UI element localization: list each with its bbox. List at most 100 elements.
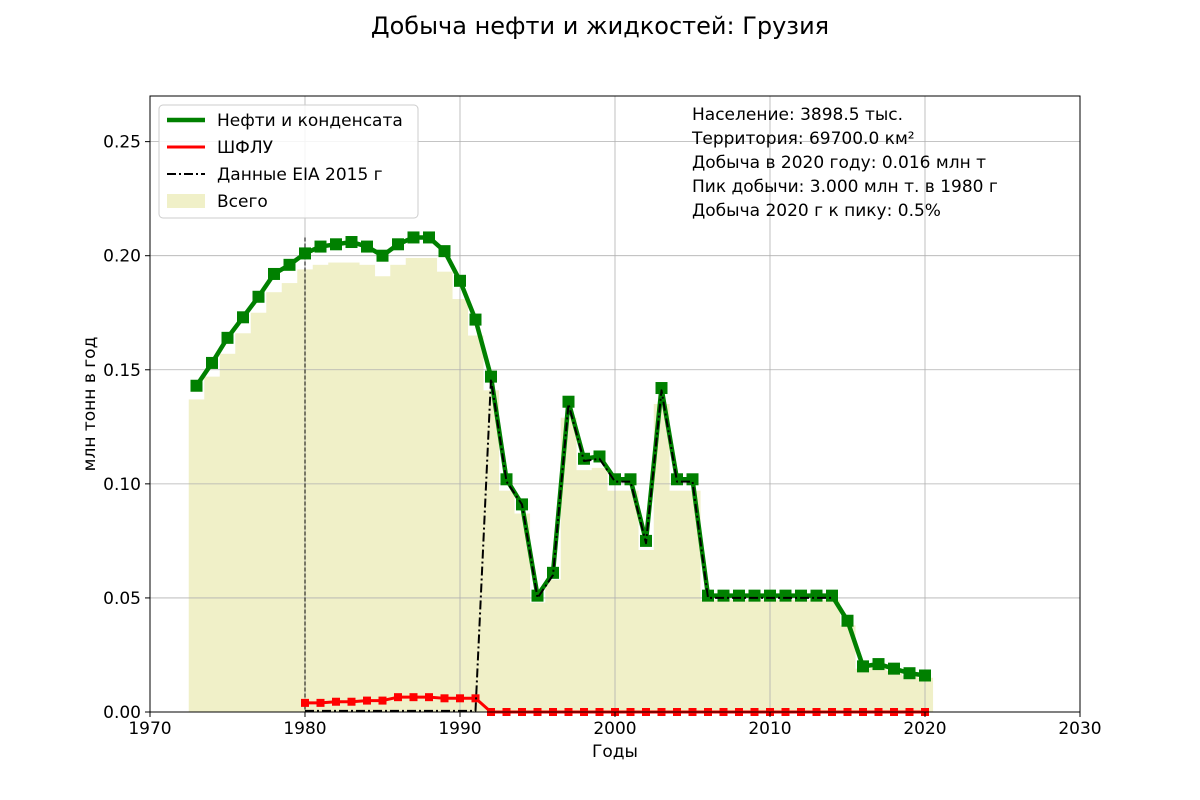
total-area-bar xyxy=(653,404,670,712)
chart-title: Добыча нефти и жидкостей: Грузия xyxy=(370,12,830,40)
total-area-bar xyxy=(436,271,453,712)
oil-condensate-point xyxy=(283,258,296,271)
info-line: Территория: 69700.0 км² xyxy=(691,129,915,149)
total-area-bar xyxy=(870,666,887,712)
total-area-bar xyxy=(514,513,531,712)
y-tick-label: 0.05 xyxy=(103,589,141,609)
legend-box xyxy=(158,104,419,219)
info-box: Население: 3898.5 тыс. Территория: 69700.… xyxy=(691,105,998,221)
total-area-bar xyxy=(204,376,221,712)
total-area-layer xyxy=(188,257,934,712)
oil-condensate-point xyxy=(578,452,590,465)
total-area-bar xyxy=(219,353,236,712)
oil-condensate-point xyxy=(376,249,389,262)
oil-condensate-series-legend-label: Нефти и конденсата xyxy=(217,111,403,131)
oil-condensate-point xyxy=(438,245,451,258)
oil-condensate-point xyxy=(671,473,683,486)
y-tick-label: 0.15 xyxy=(103,361,141,381)
oil-condensate-point xyxy=(454,274,466,287)
x-tick-label: 2000 xyxy=(593,719,636,739)
oil-condensate-point xyxy=(857,660,869,673)
total-area-bar xyxy=(250,312,267,712)
oil-condensate-point xyxy=(314,240,327,253)
oil-condensate-point xyxy=(407,231,420,244)
total-area-bar xyxy=(638,550,655,712)
ngl-series-legend-label: ШФЛУ xyxy=(217,138,274,158)
info-line: Добыча в 2020 году: 0.016 млн т xyxy=(692,153,986,173)
ngl-point xyxy=(378,696,387,705)
total-area-bar xyxy=(839,625,856,712)
total-area-bar xyxy=(808,600,825,712)
x-tick-label: 2010 xyxy=(748,719,791,739)
total-area-bar xyxy=(700,600,717,712)
total-area-bar xyxy=(622,490,639,712)
total-area-bar xyxy=(359,264,376,712)
oil-condensate-point xyxy=(392,238,404,251)
oil-condensate-point xyxy=(919,669,931,682)
total-area-bar xyxy=(281,283,298,712)
ngl-point xyxy=(347,697,356,706)
total-area-bar xyxy=(405,257,422,712)
x-tick-label: 1980 xyxy=(283,719,326,739)
total-area-bar xyxy=(467,335,484,712)
x-tick-label: 2030 xyxy=(1058,719,1101,739)
oil-condensate-point xyxy=(779,589,792,602)
info-line: Добыча 2020 г к пику: 0.5% xyxy=(692,201,941,221)
x-axis-label: Годы xyxy=(592,742,638,762)
oil-condensate-point xyxy=(562,395,575,408)
oil-condensate-point xyxy=(624,473,637,486)
total-series-legend-label: Всего xyxy=(217,192,268,212)
total-area-bar xyxy=(374,276,391,712)
oil-condensate-point xyxy=(748,589,761,602)
total-area-bar xyxy=(746,600,763,712)
eia-2015-line xyxy=(305,377,832,712)
oil-condensate-point xyxy=(888,662,900,675)
oil-condensate-point xyxy=(361,240,373,253)
total-area-bar xyxy=(328,262,345,712)
eia-2015-series-legend-label: Данные EIA 2015 г xyxy=(217,165,383,185)
ngl-point xyxy=(409,693,418,702)
oil-condensate-point xyxy=(252,290,265,303)
oil-condensate-point xyxy=(717,589,730,602)
total-area-bar xyxy=(684,490,701,712)
oil-condensate-point xyxy=(547,566,559,579)
total-area-bar xyxy=(390,264,407,712)
info-line: Население: 3898.5 тыс. xyxy=(692,105,903,125)
oil-condensate-point xyxy=(345,236,358,249)
oil-condensate-point xyxy=(841,614,854,627)
oil-condensate-point xyxy=(500,473,513,486)
ngl-point xyxy=(332,697,340,706)
oil-condensate-point xyxy=(810,589,823,602)
oil-condensate-point xyxy=(764,589,776,602)
oil-condensate-point xyxy=(485,370,497,383)
ngl-point xyxy=(301,698,309,707)
oil-condensate-point xyxy=(268,267,280,280)
oil-condensate-point xyxy=(330,238,342,251)
ngl-point xyxy=(363,696,371,705)
total-area-bar xyxy=(886,670,903,712)
total-area-bar xyxy=(855,668,872,712)
total-area-bar xyxy=(576,470,593,712)
total-area-bar xyxy=(529,602,546,712)
y-tick-label: 0.25 xyxy=(103,133,141,153)
total-area-bar xyxy=(545,579,562,712)
total-area-bar xyxy=(188,399,205,712)
x-tick-label: 1990 xyxy=(438,719,481,739)
oil-condensate-point xyxy=(733,589,745,602)
oil-condensate-point xyxy=(237,311,249,324)
oil-condensate-point xyxy=(423,231,435,244)
oil-condensate-point xyxy=(190,379,203,392)
total-area-bar xyxy=(266,292,283,712)
ngl-point xyxy=(316,698,325,707)
total-area-bar xyxy=(560,417,577,712)
legend: Нефти и конденсата ШФЛУ Данные EIA 2015 г В… xyxy=(158,104,419,219)
total-area-bar xyxy=(669,490,686,712)
total-area-bar xyxy=(483,390,500,712)
total-area-bar xyxy=(901,675,918,712)
oil-condensate-point xyxy=(299,247,311,260)
total-area-bar xyxy=(793,600,810,712)
x-tick-label: 1970 xyxy=(128,719,171,739)
total-area-bar xyxy=(498,490,515,712)
ngl-point xyxy=(456,694,464,703)
